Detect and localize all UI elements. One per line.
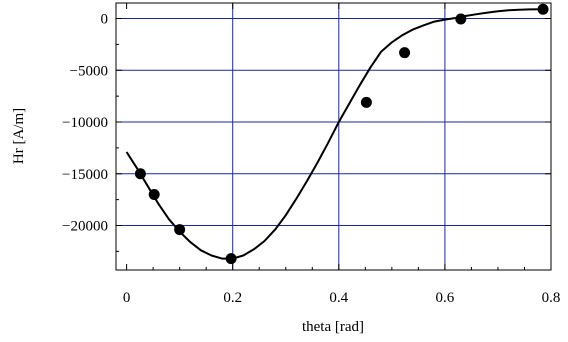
series-layer xyxy=(125,3,549,265)
data-point xyxy=(174,224,186,236)
y-tick-label: −15000 xyxy=(62,167,108,183)
x-tick-label: 0.4 xyxy=(329,290,348,306)
fit-curve xyxy=(125,8,544,260)
data-point xyxy=(360,96,372,108)
x-tick-label: 0.8 xyxy=(542,290,561,306)
data-point xyxy=(399,47,411,59)
x-axis-title: theta [rad] xyxy=(302,319,364,335)
y-tick-label: −5000 xyxy=(70,63,108,79)
x-tick-label: 0.2 xyxy=(223,290,242,306)
x-tick-label: 0.6 xyxy=(436,290,455,306)
plot-frame xyxy=(115,2,552,271)
ticks-layer: 0 0.2 0.4 0.6 0.8 0 −5000 −10000 −15000 −20000 xyxy=(62,3,560,306)
y-tick-label: 0 xyxy=(101,12,109,28)
y-tick-label: −10000 xyxy=(62,115,108,131)
x-tick-label: 0 xyxy=(123,290,131,306)
y-axis-title: Hr [A/m] xyxy=(11,108,27,164)
y-tick-label: −20000 xyxy=(62,219,108,235)
grid-layer xyxy=(116,3,552,270)
data-point xyxy=(537,3,549,15)
